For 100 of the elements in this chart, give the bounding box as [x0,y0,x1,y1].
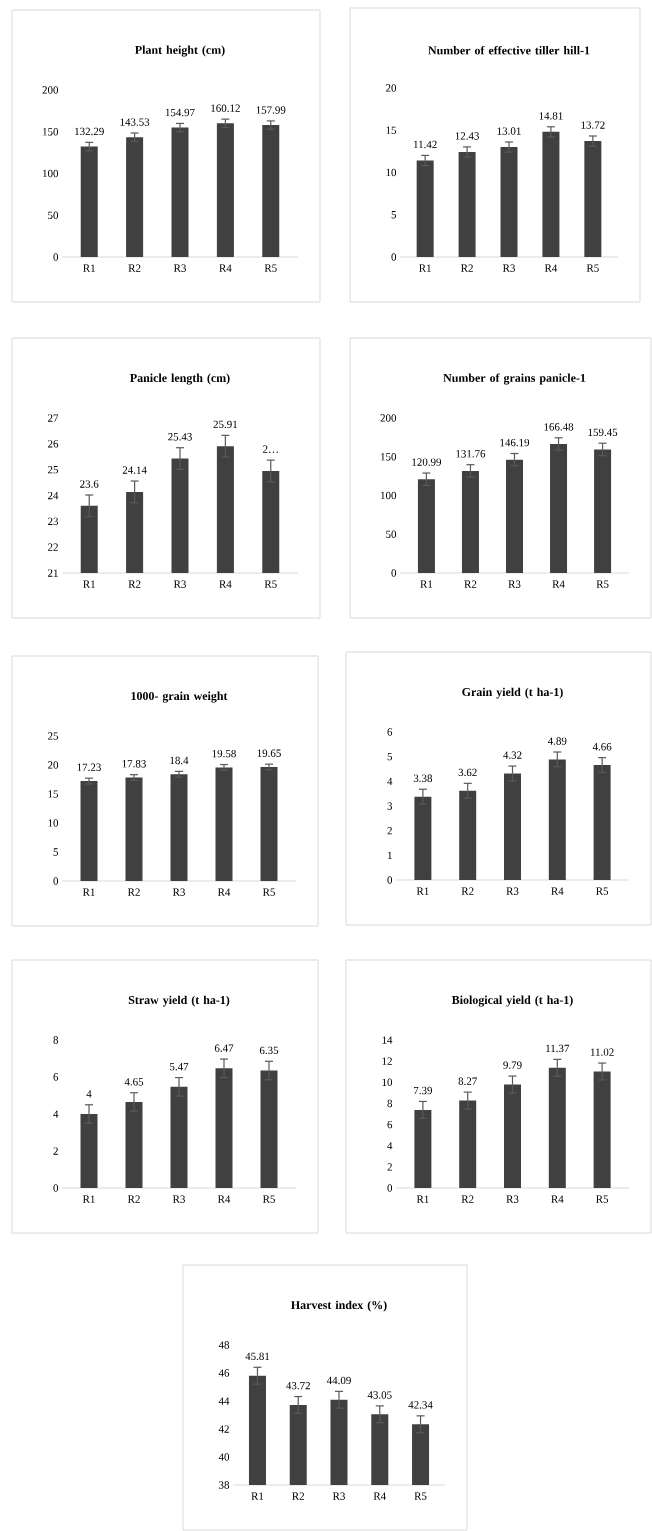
data-label: 8.27 [458,1077,477,1085]
y-tick-label: 14 [382,1036,393,1044]
y-tick-label: 23 [48,517,59,526]
x-tick-label: R2 [128,264,141,272]
y-tick-label: 8 [53,1036,59,1044]
y-tick-label: 42 [218,1425,229,1433]
y-tick-label: 25 [48,732,59,740]
data-label: 25.91 [213,420,238,429]
x-tick-label: R3 [173,580,186,588]
data-label: 143.53 [120,118,150,126]
y-tick-label: 2 [387,827,392,835]
x-tick-label: R1 [83,580,95,588]
y-tick-label: 15 [386,126,397,134]
x-tick-label: R2 [127,888,140,896]
y-tick-label: 50 [386,530,397,538]
y-tick-label: 20 [386,84,397,92]
data-label: 45.81 [245,1352,270,1361]
data-label: 5.47 [170,1063,189,1071]
data-label: 11.02 [590,1048,614,1056]
y-tick-label: 6 [387,728,393,736]
data-label: 43.72 [286,1381,310,1390]
y-tick-label: 12 [382,1057,392,1065]
y-tick-label: 15 [48,790,59,798]
x-tick-label: R1 [83,264,95,272]
x-tick-label: R2 [127,1195,140,1203]
x-tick-label: R2 [464,580,477,588]
chart-title: Number of grains panicle-1 [443,373,586,385]
y-tick-label: 3 [387,802,393,810]
x-tick-label: R3 [173,264,186,272]
chart-title: Plant height (cm) [135,45,225,57]
x-tick-label: R2 [128,580,141,588]
y-tick-label: 6 [387,1120,393,1129]
data-label: 146.19 [500,438,530,447]
y-tick-label: 200 [380,414,397,422]
x-tick-label: R3 [508,580,521,588]
data-label: 120.99 [412,458,442,466]
y-tick-label: 38 [219,1481,230,1489]
data-label: 7.39 [414,1086,433,1095]
y-tick-label: 46 [218,1369,230,1377]
data-label: 159.45 [588,428,618,437]
y-tick-label: 0 [53,1184,59,1192]
data-label: 6.47 [214,1044,234,1052]
chart-title: Number of effective tiller hill-1 [428,45,590,55]
y-tick-label: 200 [42,86,59,94]
data-label: 11.42 [414,140,437,149]
y-tick-label: 150 [43,128,59,136]
x-tick-label: R2 [461,887,474,895]
y-tick-label: 0 [387,1184,393,1192]
x-tick-label: R1 [82,888,95,896]
y-tick-label: 150 [381,453,397,461]
x-tick-label: R4 [217,888,231,896]
chart-title: Harvest index (%) [291,1300,387,1312]
data-label: 43.05 [367,1391,392,1399]
x-tick-label: R5 [414,1492,427,1500]
x-tick-label: R1 [82,1195,95,1203]
y-tick-label: 25 [48,466,59,474]
y-tick-label: 100 [43,169,59,178]
x-tick-label: R1 [420,580,433,588]
x-tick-label: R4 [551,887,564,895]
y-tick-label: 26 [48,440,59,448]
chart-title: Biological yield (t ha-1) [451,995,573,1007]
y-tick-label: 0 [391,253,397,261]
y-tick-label: 10 [48,819,59,827]
y-tick-label: 27 [48,414,59,422]
y-tick-label: 4 [53,1110,59,1118]
x-tick-label: R5 [264,264,277,272]
x-tick-label: R3 [506,887,519,895]
x-tick-label: R3 [506,1195,519,1203]
x-tick-label: R1 [251,1492,264,1500]
x-tick-label: R4 [551,1195,564,1203]
y-tick-label: 6 [53,1073,59,1081]
data-label: 154.97 [165,108,195,117]
y-tick-label: 10 [382,1078,393,1086]
chart-title: 1000- grain weight [131,691,228,703]
x-tick-label: R5 [596,1195,609,1203]
y-tick-label: 8 [387,1099,393,1108]
data-label: 13.72 [581,121,605,129]
data-label: 132.29 [75,127,104,136]
data-label: 166.48 [544,423,574,431]
x-tick-label: R4 [544,264,558,272]
y-tick-label: 2 [53,1147,58,1155]
data-label: 17.83 [122,760,146,768]
x-tick-label: R5 [596,887,609,895]
x-tick-label: R3 [172,888,185,896]
data-label: 3.38 [413,774,433,783]
y-tick-label: 48 [218,1341,230,1349]
data-label: 17.23 [77,763,101,771]
data-label: 19.58 [212,749,236,758]
y-tick-label: 50 [48,211,59,219]
data-label: 4.66 [592,743,612,751]
data-label: 14.81 [539,112,563,120]
y-tick-label: 5 [391,211,397,219]
data-label: 19.65 [257,749,281,757]
x-tick-label: R4 [217,1195,231,1203]
x-tick-label: R1 [416,887,429,895]
data-label: 24.14 [122,466,147,474]
x-tick-label: R3 [502,264,515,272]
data-label: 2… [263,445,278,453]
x-tick-label: R4 [219,264,232,272]
y-tick-label: 10 [386,168,397,177]
